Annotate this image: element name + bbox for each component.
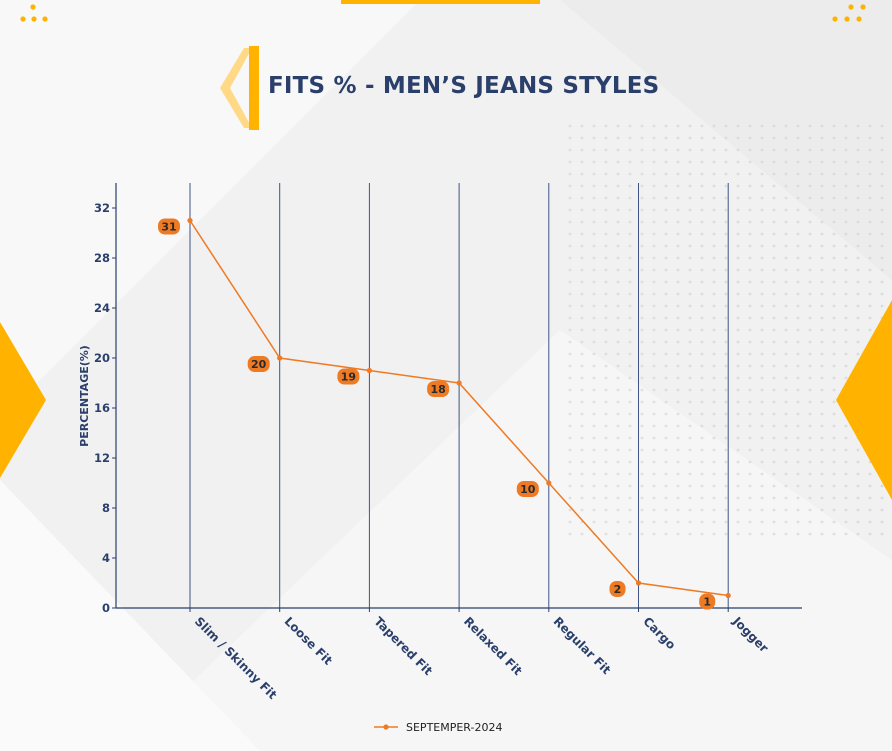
data-label-badge — [609, 581, 626, 597]
x-category-label: Tapered Fit — [371, 614, 435, 678]
data-label-badge — [516, 481, 539, 497]
data-point — [725, 592, 731, 599]
y-tick-label: 8 — [102, 501, 110, 515]
x-category-label: Loose Fit — [282, 614, 336, 668]
data-point — [366, 367, 372, 374]
legend-label: SEPTEMPER-2024 — [406, 721, 502, 734]
y-tick-label: 28 — [94, 251, 110, 265]
data-point — [277, 355, 283, 361]
corner-dots-right — [832, 4, 866, 22]
x-category-label: Jogger — [729, 614, 771, 656]
x-category-label: Slim / Skinny Fit — [192, 614, 280, 702]
left-edge-triangle — [0, 322, 46, 478]
data-label: 20 — [251, 358, 267, 371]
y-axis-title: PERCENTAGE(%) — [78, 345, 91, 447]
y-tick-label: 0 — [102, 601, 110, 615]
data-label-badge — [699, 593, 716, 610]
chart-title: FITS % - MEN’S JEANS STYLES — [268, 73, 660, 99]
x-category-label: Relaxed Fit — [461, 614, 525, 678]
data-point — [635, 580, 642, 586]
y-tick-label: 32 — [94, 201, 110, 215]
x-category-label: Cargo — [640, 614, 678, 652]
data-label-badge — [247, 356, 270, 372]
y-tick-label: 12 — [94, 451, 110, 465]
data-label: 10 — [520, 483, 536, 496]
y-tick-label: 20 — [94, 351, 110, 365]
title-accent-icon — [220, 46, 259, 130]
y-tick-label: 4 — [102, 551, 110, 565]
right-edge-triangle — [836, 300, 892, 500]
top-accent-bar — [341, 0, 540, 4]
data-point — [187, 217, 193, 224]
data-point — [546, 480, 552, 486]
data-label-badge — [427, 381, 450, 397]
data-label-badge — [158, 218, 180, 235]
corner-dots-left — [20, 4, 48, 22]
data-label: 2 — [614, 583, 622, 596]
data-label: 31 — [161, 221, 176, 234]
legend-point-marker — [383, 724, 389, 730]
data-label: 18 — [430, 383, 445, 396]
data-point — [456, 380, 462, 386]
x-category-label: Regular Fit — [551, 614, 614, 677]
data-label: 19 — [341, 371, 356, 384]
data-label: 1 — [703, 596, 711, 609]
data-label-badge — [337, 368, 360, 385]
y-tick-label: 16 — [94, 401, 110, 415]
y-tick-label: 24 — [94, 301, 110, 315]
